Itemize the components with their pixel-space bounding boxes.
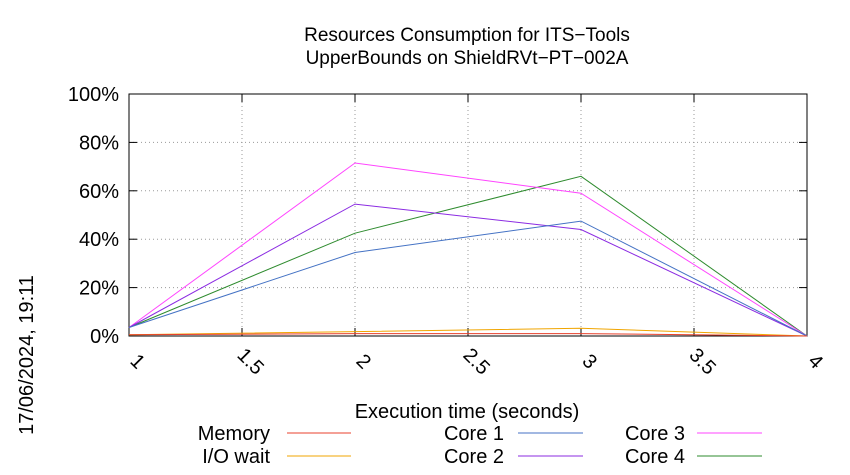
x-tick-label: 1: [126, 350, 149, 373]
series-line-i-o-wait: [128, 327, 808, 337]
y-tick-label: 60%: [79, 181, 119, 203]
y-tick-label: 40%: [79, 229, 119, 251]
legend-label-i-o-wait: I/O wait: [202, 446, 270, 468]
timestamp-label: 17/06/2024, 19:11: [16, 275, 38, 435]
series-line-core-2: [128, 203, 808, 337]
series-line-core-4: [128, 175, 808, 337]
x-tick-label: 2.5: [459, 344, 494, 379]
grid: [129, 94, 807, 336]
legend-label-core-4: Core 4: [625, 446, 685, 468]
legend-label-core-3: Core 3: [625, 423, 685, 445]
chart-title: Resources Consumption for ITS−Tools: [304, 25, 630, 46]
x-tick-label: 4: [804, 350, 827, 373]
x-tick-label: 1.5: [233, 344, 268, 379]
x-tick-label: 3.5: [685, 344, 720, 379]
legend-label-core-2: Core 2: [444, 446, 504, 468]
chart-subtitle: UpperBounds on ShieldRVt−PT−002A: [306, 48, 629, 69]
plot-border: [128, 93, 808, 337]
series-line-memory: [128, 333, 808, 337]
series-line-core-3: [128, 162, 808, 337]
y-tick-label: 80%: [79, 132, 119, 154]
x-tick-label: 2: [352, 350, 375, 373]
y-tick-label: 20%: [79, 278, 119, 300]
legend-label-memory: Memory: [198, 423, 270, 445]
y-tick-label: 100%: [68, 84, 119, 106]
series-line-core-1: [128, 220, 808, 337]
x-tick-label: 3: [578, 350, 601, 373]
y-tick-label: 0%: [90, 326, 119, 348]
x-axis-label: Execution time (seconds): [355, 401, 580, 423]
series-lines: [128, 162, 808, 337]
legend-label-core-1: Core 1: [444, 423, 504, 445]
